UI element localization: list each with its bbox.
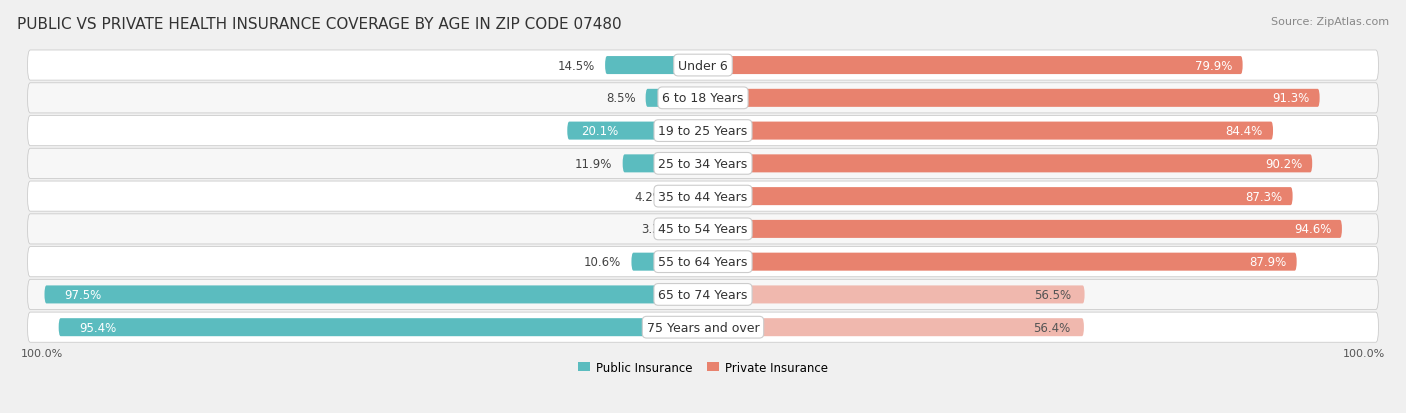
Text: 14.5%: 14.5% xyxy=(558,59,595,72)
Text: 87.3%: 87.3% xyxy=(1246,190,1282,203)
FancyBboxPatch shape xyxy=(28,51,1378,81)
FancyBboxPatch shape xyxy=(631,253,703,271)
FancyBboxPatch shape xyxy=(703,188,1292,206)
Text: 4.2%: 4.2% xyxy=(634,190,665,203)
FancyBboxPatch shape xyxy=(28,116,1378,146)
Text: 19 to 25 Years: 19 to 25 Years xyxy=(658,125,748,138)
Text: Under 6: Under 6 xyxy=(678,59,728,72)
FancyBboxPatch shape xyxy=(623,155,703,173)
Text: PUBLIC VS PRIVATE HEALTH INSURANCE COVERAGE BY AGE IN ZIP CODE 07480: PUBLIC VS PRIVATE HEALTH INSURANCE COVER… xyxy=(17,17,621,31)
Text: 97.5%: 97.5% xyxy=(65,288,103,301)
FancyBboxPatch shape xyxy=(28,149,1378,179)
Text: 8.5%: 8.5% xyxy=(606,92,636,105)
FancyBboxPatch shape xyxy=(703,221,1341,238)
FancyBboxPatch shape xyxy=(703,286,1084,304)
Text: 100.0%: 100.0% xyxy=(21,348,63,358)
FancyBboxPatch shape xyxy=(28,312,1378,342)
FancyBboxPatch shape xyxy=(28,280,1378,310)
FancyBboxPatch shape xyxy=(703,90,1320,107)
FancyBboxPatch shape xyxy=(567,122,703,140)
Text: 3.3%: 3.3% xyxy=(641,223,671,236)
Text: 55 to 64 Years: 55 to 64 Years xyxy=(658,256,748,268)
Legend: Public Insurance, Private Insurance: Public Insurance, Private Insurance xyxy=(578,361,828,374)
Text: 79.9%: 79.9% xyxy=(1195,59,1233,72)
Text: 20.1%: 20.1% xyxy=(581,125,619,138)
Text: 100.0%: 100.0% xyxy=(1343,348,1385,358)
FancyBboxPatch shape xyxy=(703,122,1272,140)
FancyBboxPatch shape xyxy=(675,188,703,206)
FancyBboxPatch shape xyxy=(703,318,1084,336)
Text: 35 to 44 Years: 35 to 44 Years xyxy=(658,190,748,203)
Text: 25 to 34 Years: 25 to 34 Years xyxy=(658,157,748,171)
FancyBboxPatch shape xyxy=(28,83,1378,114)
Text: 11.9%: 11.9% xyxy=(575,157,613,171)
FancyBboxPatch shape xyxy=(28,182,1378,212)
FancyBboxPatch shape xyxy=(703,253,1296,271)
Text: 95.4%: 95.4% xyxy=(79,321,117,334)
Text: 75 Years and over: 75 Years and over xyxy=(647,321,759,334)
FancyBboxPatch shape xyxy=(28,247,1378,277)
FancyBboxPatch shape xyxy=(703,155,1312,173)
Text: 10.6%: 10.6% xyxy=(583,256,621,268)
Text: 91.3%: 91.3% xyxy=(1272,92,1309,105)
Text: 56.4%: 56.4% xyxy=(1033,321,1070,334)
FancyBboxPatch shape xyxy=(605,57,703,75)
FancyBboxPatch shape xyxy=(28,214,1378,244)
FancyBboxPatch shape xyxy=(645,90,703,107)
Text: 94.6%: 94.6% xyxy=(1295,223,1331,236)
Text: Source: ZipAtlas.com: Source: ZipAtlas.com xyxy=(1271,17,1389,26)
Text: 90.2%: 90.2% xyxy=(1265,157,1302,171)
Text: 65 to 74 Years: 65 to 74 Years xyxy=(658,288,748,301)
FancyBboxPatch shape xyxy=(45,286,703,304)
Text: 45 to 54 Years: 45 to 54 Years xyxy=(658,223,748,236)
FancyBboxPatch shape xyxy=(703,57,1243,75)
Text: 84.4%: 84.4% xyxy=(1226,125,1263,138)
FancyBboxPatch shape xyxy=(59,318,703,336)
Text: 56.5%: 56.5% xyxy=(1033,288,1071,301)
FancyBboxPatch shape xyxy=(681,221,703,238)
Text: 6 to 18 Years: 6 to 18 Years xyxy=(662,92,744,105)
Text: 87.9%: 87.9% xyxy=(1250,256,1286,268)
